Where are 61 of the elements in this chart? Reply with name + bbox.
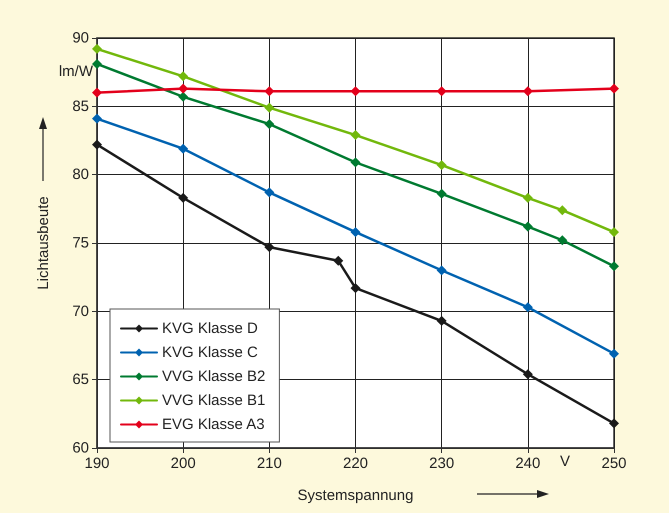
legend-label: KVG Klasse D (162, 320, 258, 337)
point (436, 265, 447, 276)
point (264, 119, 274, 130)
y-tick-label: 60 (72, 440, 89, 456)
point (264, 187, 274, 198)
point (350, 130, 360, 140)
x-tick-label: 220 (342, 455, 368, 472)
point (333, 256, 344, 266)
point (92, 114, 102, 124)
point (178, 192, 188, 203)
point (557, 235, 568, 246)
point (557, 205, 568, 216)
point (522, 86, 533, 96)
y-tick-label: 70 (72, 302, 89, 320)
text: V (560, 453, 570, 470)
x-tick-label: 230 (429, 455, 454, 472)
point (436, 160, 447, 170)
point (522, 369, 533, 380)
y-tick-label: 90 (72, 30, 89, 46)
point (92, 58, 102, 69)
point (350, 227, 360, 238)
point (178, 92, 188, 102)
y-tick-label: 85 (72, 98, 89, 115)
point (609, 261, 619, 272)
y-tick-label: 65 (72, 371, 89, 388)
y-axis-title: Lichtausbeute (35, 196, 52, 290)
point (264, 102, 274, 113)
point (436, 316, 447, 326)
point (178, 84, 188, 94)
point (609, 348, 619, 359)
point (436, 188, 447, 199)
point (92, 44, 102, 54)
legend-label: VVG Klasse B2 (162, 368, 266, 385)
legend-label: EVG Klasse A3 (162, 416, 265, 433)
point (264, 242, 274, 252)
point (350, 86, 360, 96)
x-tick-label: 250 (601, 455, 627, 472)
x-axis-title: Systemspannung (298, 487, 414, 504)
x-tick-label: 240 (515, 455, 540, 472)
point (609, 84, 619, 94)
point (350, 283, 360, 294)
point (609, 418, 619, 428)
point (522, 222, 533, 232)
x-tick-label: 210 (256, 455, 282, 472)
point (350, 157, 360, 168)
text: lm/W (58, 63, 94, 80)
point (178, 144, 188, 154)
legend-label: VVG Klasse B1 (162, 392, 266, 409)
legend-label: KVG Klasse C (162, 344, 258, 361)
point (92, 88, 102, 98)
point (522, 192, 533, 203)
point (436, 86, 447, 96)
point (609, 227, 619, 238)
x-tick-label: 200 (170, 455, 196, 472)
y-tick-label: 75 (72, 234, 89, 252)
x-tick-label: 190 (84, 455, 110, 472)
point (178, 71, 188, 82)
y-tick-label: 80 (72, 166, 89, 184)
point (92, 140, 102, 150)
point (264, 86, 274, 96)
point (522, 302, 533, 312)
